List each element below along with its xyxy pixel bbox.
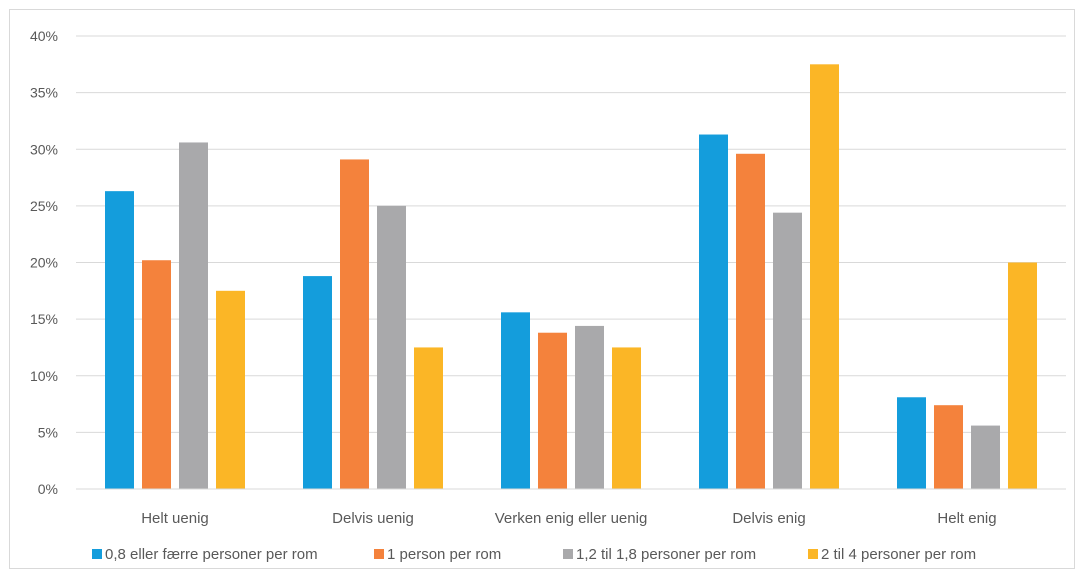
legend: 0,8 eller færre personer per rom 1 person… xyxy=(92,546,976,563)
legend-swatch xyxy=(563,549,573,559)
x-axis-category-labels: Helt uenig Delvis uenig Verken enig eller … xyxy=(141,510,996,527)
bar xyxy=(142,260,171,489)
y-tick-label: 10% xyxy=(30,368,58,384)
bar xyxy=(971,425,1000,489)
legend-label: 2 til 4 personer per rom xyxy=(821,546,976,563)
y-tick-label: 40% xyxy=(30,28,58,44)
legend-label: 1,2 til 1,8 personer per rom xyxy=(576,546,756,563)
bar xyxy=(340,159,369,489)
x-category-label: Delvis uenig xyxy=(332,510,414,527)
y-tick-label: 15% xyxy=(30,311,58,327)
bars xyxy=(105,64,1037,490)
y-tick-label: 35% xyxy=(30,85,58,101)
legend-swatch xyxy=(374,549,384,559)
bar xyxy=(612,347,641,489)
bar xyxy=(303,276,332,489)
bar xyxy=(810,64,839,489)
bar xyxy=(414,347,443,489)
bar xyxy=(501,312,530,489)
bar xyxy=(897,397,926,489)
x-category-label: Helt enig xyxy=(937,510,996,527)
y-tick-label: 25% xyxy=(30,198,58,214)
y-tick-label: 20% xyxy=(30,255,58,271)
x-category-label: Delvis enig xyxy=(732,510,805,527)
bar xyxy=(538,332,567,489)
bar xyxy=(575,325,604,489)
y-axis-tick-labels: 0% 5% 10% 15% 20% 25% 30% 35% 40% xyxy=(30,28,58,497)
legend-label: 0,8 eller færre personer per rom xyxy=(105,546,318,563)
legend-swatch xyxy=(92,549,102,559)
y-tick-label: 0% xyxy=(38,481,58,497)
bar xyxy=(105,191,134,489)
bar xyxy=(773,212,802,490)
x-category-label: Helt uenig xyxy=(141,510,209,527)
y-tick-label: 30% xyxy=(30,141,58,157)
bar xyxy=(736,153,765,489)
bar xyxy=(179,142,208,489)
bar xyxy=(934,405,963,489)
bar xyxy=(377,205,406,489)
legend-swatch xyxy=(808,549,818,559)
x-category-label: Verken enig eller uenig xyxy=(495,510,648,527)
bar xyxy=(1008,262,1037,489)
legend-label: 1 person per rom xyxy=(387,546,501,563)
bar xyxy=(699,134,728,489)
bar xyxy=(216,290,245,489)
y-tick-label: 5% xyxy=(38,424,58,440)
